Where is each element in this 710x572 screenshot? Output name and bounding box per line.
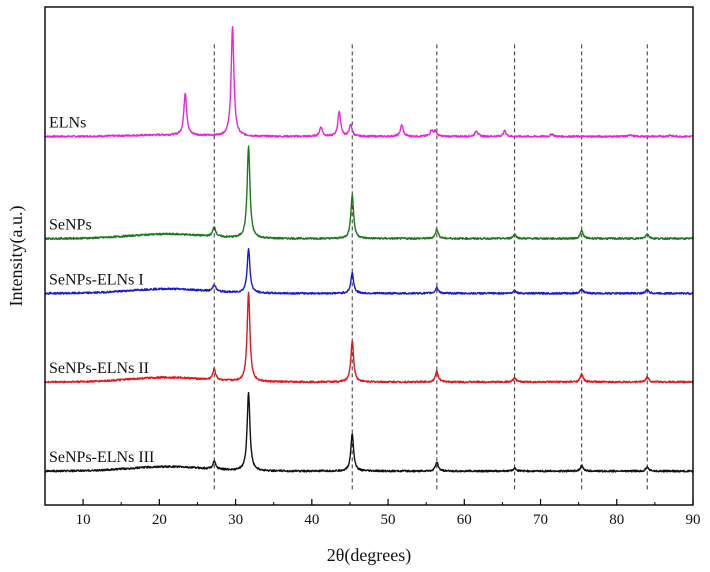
x-tick-label: 30 xyxy=(228,512,243,528)
series-line-senps-elns-iii xyxy=(44,391,694,473)
reference-lines xyxy=(213,44,648,491)
x-tick-label: 50 xyxy=(381,512,396,528)
series-line-senps xyxy=(44,145,694,241)
series-label: SeNPs-ELNs III xyxy=(49,449,154,466)
y-axis-title: Intensity(a.u.) xyxy=(6,206,27,307)
x-tick-label: 80 xyxy=(609,512,624,528)
series-labels: ELNs SeNPs SeNPs-ELNs I SeNPs-ELNs II SeNPs-… xyxy=(49,114,154,466)
plot-frame xyxy=(44,6,694,506)
x-tick-label: 40 xyxy=(304,512,319,528)
x-tick-label: 10 xyxy=(76,512,91,528)
x-tick-label: 70 xyxy=(533,512,548,528)
series-label: ELNs xyxy=(49,114,86,131)
x-tick-label: 90 xyxy=(686,512,701,528)
x-axis-title: 2θ(degrees) xyxy=(327,545,412,566)
series-label: SeNPs-ELNs II xyxy=(49,360,149,377)
x-axis-ticks: 10 20 30 40 50 60 70 80 90 xyxy=(44,499,701,528)
x-tick-label: 60 xyxy=(457,512,472,528)
x-tick-label: 20 xyxy=(152,512,167,528)
series-label: SeNPs-ELNs I xyxy=(49,271,144,288)
series-line-elns xyxy=(44,26,694,139)
series-group xyxy=(44,26,694,473)
series-line-senps-elns-ii xyxy=(44,291,694,384)
series-line-senps-elns-i xyxy=(44,247,694,295)
series-label: SeNPs xyxy=(49,217,92,234)
